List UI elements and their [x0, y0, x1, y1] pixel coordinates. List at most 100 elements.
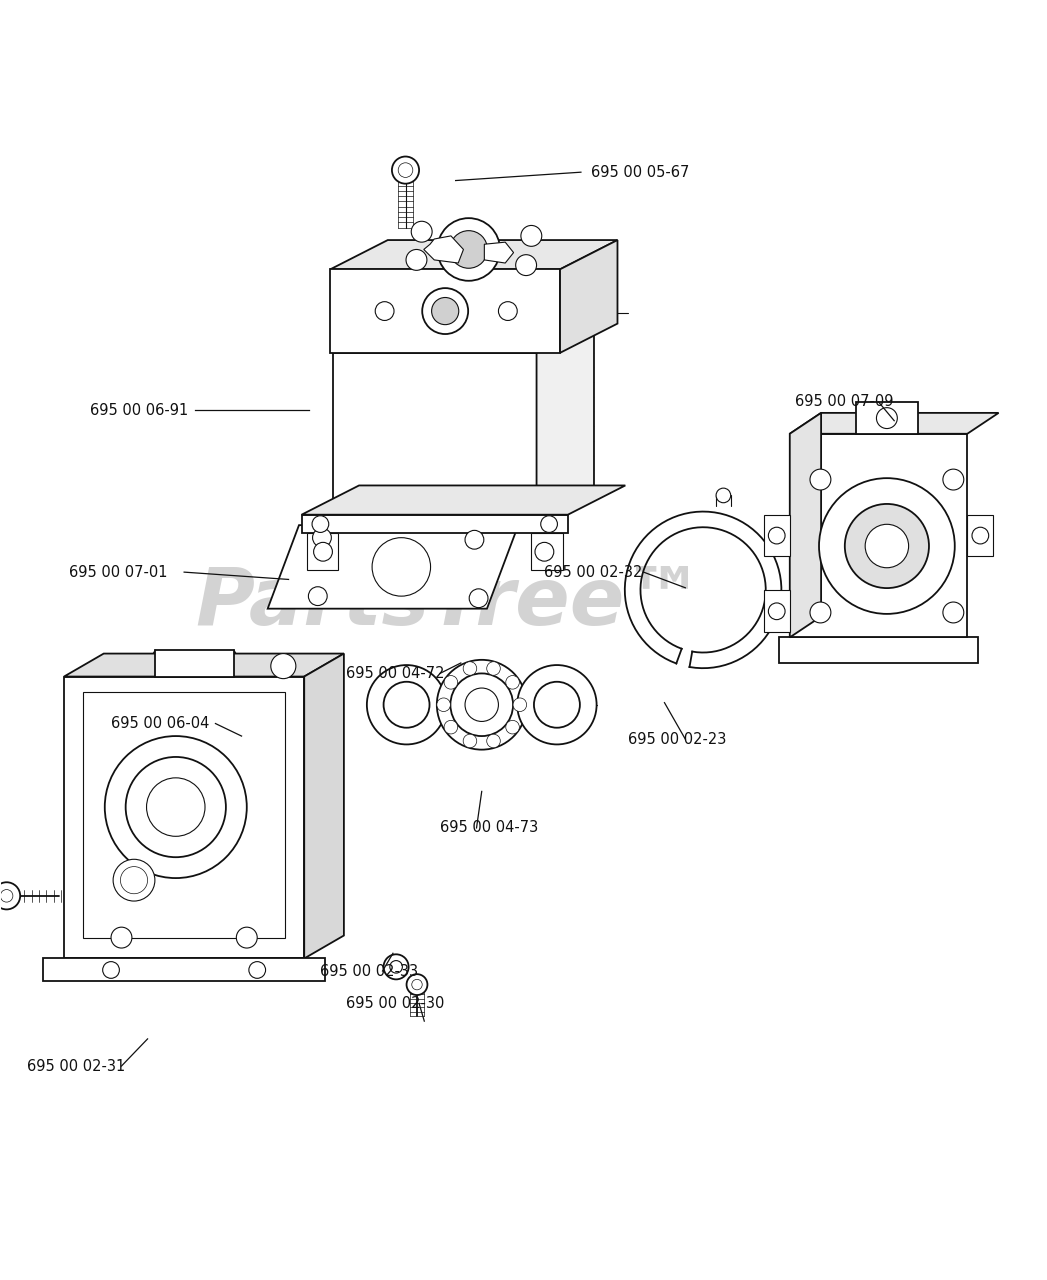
Circle shape [237, 927, 258, 948]
Text: 695 00 06-04: 695 00 06-04 [111, 716, 209, 731]
Text: 695 00 04-73: 695 00 04-73 [440, 820, 538, 836]
Polygon shape [64, 677, 305, 959]
Circle shape [392, 156, 419, 183]
Polygon shape [763, 515, 789, 557]
Circle shape [411, 221, 432, 242]
Polygon shape [268, 525, 518, 609]
Circle shape [375, 302, 394, 320]
Text: 695 00 02-33: 695 00 02-33 [320, 964, 418, 978]
Circle shape [943, 602, 964, 623]
Circle shape [383, 955, 408, 979]
Circle shape [506, 721, 519, 733]
Polygon shape [789, 434, 967, 637]
Circle shape [517, 666, 597, 745]
Polygon shape [763, 590, 789, 632]
Circle shape [271, 654, 296, 678]
Circle shape [972, 527, 988, 544]
Text: PartsTree™: PartsTree™ [196, 564, 706, 643]
Circle shape [422, 288, 468, 334]
Polygon shape [43, 959, 326, 982]
Circle shape [534, 682, 580, 728]
Circle shape [372, 538, 430, 596]
Polygon shape [155, 650, 233, 677]
Circle shape [105, 736, 247, 878]
Circle shape [810, 602, 831, 623]
Circle shape [0, 882, 20, 909]
Circle shape [383, 682, 429, 728]
Polygon shape [302, 485, 625, 515]
Circle shape [463, 662, 476, 676]
Circle shape [845, 504, 929, 588]
Circle shape [120, 867, 148, 893]
Text: 695 00 05-67: 695 00 05-67 [592, 165, 690, 179]
Circle shape [498, 302, 517, 320]
Circle shape [768, 603, 785, 620]
Polygon shape [305, 654, 343, 959]
Circle shape [487, 735, 500, 748]
Circle shape [540, 516, 557, 532]
Text: 695 00 02-30: 695 00 02-30 [346, 996, 444, 1011]
Circle shape [249, 961, 266, 978]
Text: 695 00 02-23: 695 00 02-23 [628, 732, 727, 746]
Circle shape [103, 961, 119, 978]
Circle shape [366, 666, 446, 745]
Circle shape [516, 255, 536, 275]
Circle shape [469, 589, 488, 608]
Circle shape [411, 979, 422, 989]
Polygon shape [424, 236, 464, 262]
Circle shape [810, 470, 831, 490]
Polygon shape [536, 324, 594, 515]
Circle shape [398, 163, 413, 178]
Polygon shape [307, 534, 338, 570]
Circle shape [406, 974, 427, 995]
Circle shape [444, 676, 458, 689]
Circle shape [465, 530, 484, 549]
Circle shape [876, 407, 897, 429]
Circle shape [437, 698, 450, 712]
Circle shape [521, 225, 541, 246]
Polygon shape [83, 692, 286, 938]
Circle shape [113, 859, 155, 901]
Polygon shape [330, 269, 560, 353]
Circle shape [314, 543, 332, 561]
Circle shape [444, 721, 458, 733]
Circle shape [313, 529, 331, 547]
Circle shape [513, 698, 527, 712]
Circle shape [819, 479, 955, 614]
Circle shape [431, 297, 459, 325]
Polygon shape [855, 402, 918, 434]
Text: 695 00 02-32: 695 00 02-32 [544, 564, 643, 580]
Text: 695 00 02-31: 695 00 02-31 [27, 1059, 126, 1074]
Polygon shape [330, 241, 618, 269]
Circle shape [438, 218, 500, 280]
Circle shape [716, 488, 731, 503]
Circle shape [147, 778, 205, 836]
Circle shape [768, 527, 785, 544]
Text: 695 00 06-91: 695 00 06-91 [90, 403, 188, 417]
Polygon shape [485, 242, 514, 262]
Polygon shape [560, 241, 618, 353]
Circle shape [450, 230, 488, 269]
Circle shape [465, 689, 498, 722]
Polygon shape [789, 413, 999, 434]
Text: 695 00 07-09: 695 00 07-09 [795, 394, 893, 410]
Circle shape [406, 250, 427, 270]
Circle shape [463, 735, 476, 748]
Polygon shape [531, 534, 562, 570]
Text: 695 00 07-01: 695 00 07-01 [69, 564, 168, 580]
Polygon shape [789, 413, 821, 637]
Circle shape [506, 676, 519, 689]
Circle shape [389, 960, 402, 973]
Circle shape [312, 516, 329, 532]
Circle shape [0, 890, 13, 902]
Circle shape [437, 660, 527, 750]
Circle shape [450, 673, 513, 736]
Circle shape [126, 756, 226, 858]
Circle shape [865, 525, 909, 568]
Circle shape [111, 927, 132, 948]
Circle shape [943, 470, 964, 490]
Polygon shape [333, 353, 536, 515]
Text: 695 00 04-72: 695 00 04-72 [346, 666, 445, 681]
Circle shape [309, 586, 327, 605]
Polygon shape [779, 637, 978, 663]
